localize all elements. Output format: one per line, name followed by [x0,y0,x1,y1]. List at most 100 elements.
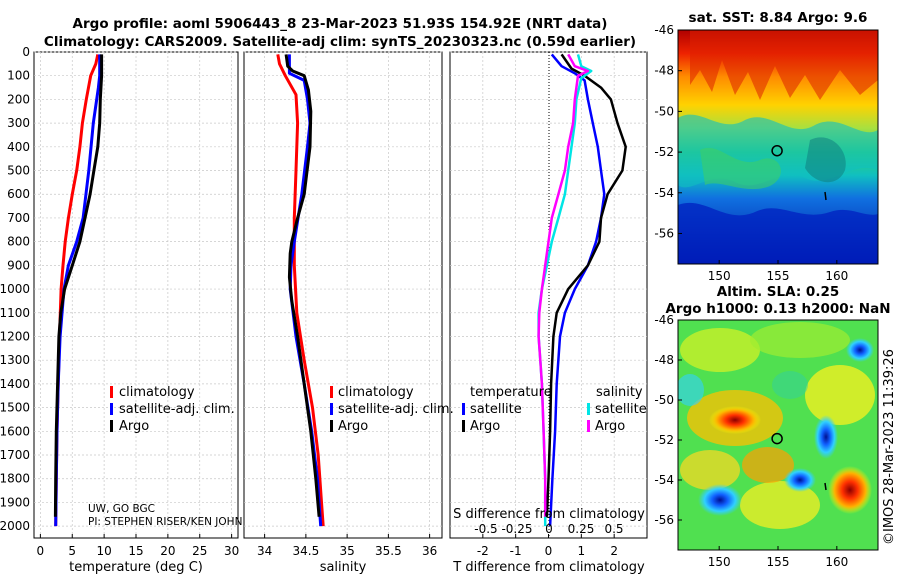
difference-legend: temperature satellite Argo salinity sate… [462,385,647,434]
legend-swatch-argo [110,420,113,432]
legend-label-satellite: satellite-adj. clim. [119,402,235,417]
series-line-t-argo [545,53,627,517]
x-tick-label: 15 [128,544,143,558]
depth-tick-label: 1600 [0,424,30,438]
legend-swatch-climatology [110,386,113,398]
salinity-legend: climatology satellite-adj. clim. Argo [330,385,454,434]
sla-profile-marker [771,432,783,445]
map-x-tick-label: 150 [708,555,731,569]
x-tick-label: 10 [96,544,111,558]
map-x-tick-label: 160 [825,555,848,569]
depth-tick-label: 1900 [0,495,30,509]
sla-map-title-2: Argo h1000: 0.13 h2000: NaN [665,301,890,317]
sst-map [678,30,878,264]
legend-swatch-t-satellite [462,403,465,415]
depth-tick-label: 100 [7,69,30,83]
legend-label-s-argo: Argo [595,419,625,434]
map-y-tick-label: -46 [654,313,674,327]
temperature-legend: climatology satellite-adj. clim. Argo [110,385,235,434]
x-tick-label: 2 [610,544,618,558]
sst-map-ticks: 150 155 160 -46 -48 -50 -52 -54 -56 [654,23,848,283]
series-line-s-argo [537,53,590,517]
salinity-xlabel: salinity [320,560,367,575]
map-x-tick-label: 150 [708,269,731,283]
imos-credit: ©IMOS 28-Mar-2023 11:39:26 [882,349,897,545]
legend-label-climatology: climatology [119,385,195,400]
sst-profile-marker [771,144,783,157]
legend-label-s-satellite: satellite [595,402,647,417]
legend-swatch-climatology [330,386,333,398]
legend-swatch-s-argo [587,420,590,432]
sla-map-title-1: Altim. SLA: 0.25 [717,284,839,300]
pi-credit: PI: STEPHEN RISER/KEN JOHN [88,516,242,528]
sst-map-title: sat. SST: 8.84 Argo: 9.6 [689,10,868,26]
map-y-tick-label: -50 [654,104,674,118]
legend-swatch-t-argo [462,420,465,432]
legend-label-satellite: satellite-adj. clim. [338,402,454,417]
s-tick-label: 0.5 [604,522,623,536]
x-tick-label: 25 [192,544,207,558]
x-tick-label: 30 [224,544,239,558]
x-tick-label: 1 [578,544,586,558]
depth-tick-label: 200 [7,92,30,106]
legend-label-t-satellite: satellite [470,402,522,417]
map-y-tick-label: -52 [654,145,674,159]
sla-map-ticks: 150 155 160 -46 -48 -50 -52 -54 -56 [654,313,848,569]
x-tick-label: 5 [68,544,76,558]
salinity-panel: 34 34.5 35 35.5 36 [243,51,443,558]
sla-float-track [824,482,827,491]
x-tick-label: -1 [510,544,522,558]
series-line-argo [284,54,321,517]
x-tick-label: 34 [257,544,272,558]
legend-label-argo: Argo [338,419,368,434]
depth-tick-label: 900 [7,258,30,272]
depth-tick-label: 1200 [0,329,30,343]
depth-tick-label: 1300 [0,353,30,367]
map-y-tick-label: -54 [654,473,674,487]
sst-float-track [824,191,827,201]
map-x-tick-label: 155 [767,555,790,569]
legend-label-t-argo: Argo [470,419,500,434]
x-tick-label: 35 [339,544,354,558]
salinity-grid [244,51,442,538]
depth-tick-label: 700 [7,211,30,225]
difference-xlabel: T difference from climatology [452,560,645,575]
s-tick-label: -0.25 [501,522,532,536]
temperature-xlabel: temperature (deg C) [69,560,203,575]
legend-swatch-argo [330,420,333,432]
map-x-tick-label: 155 [767,269,790,283]
difference-panel: -2 -1 0 1 2 [449,51,648,558]
depth-tick-label: 1500 [0,401,30,415]
title-line-1: Argo profile: aoml 5906443_8 23-Mar-2023… [73,16,608,32]
x-tick-label: 34.5 [293,544,320,558]
depth-tick-label: 300 [7,116,30,130]
depth-tick-label: 1800 [0,472,30,486]
difference-grid [450,51,647,538]
depth-tick-label: 2000 [0,519,30,533]
map-x-tick-label: 160 [825,269,848,283]
series-line-argo [53,54,104,517]
x-tick-label: 0 [37,544,45,558]
s-tick-label: 0 [545,522,553,536]
depth-tick-label: 400 [7,140,30,154]
s-tick-label: -0.5 [474,522,497,536]
x-tick-label: 35.5 [375,544,402,558]
depth-axis: 0 100 200 300 400 500 600 700 800 900 1000 1100 1200… [0,45,30,533]
map-y-tick-label: -56 [654,226,674,240]
map-y-tick-label: -48 [654,64,674,78]
legend-swatch-satellite [110,403,113,415]
institution-credit: UW, GO BGC [88,503,155,515]
depth-tick-label: 1400 [0,377,30,391]
depth-tick-label: 800 [7,235,30,249]
title-line-2: Climatology: CARS2009. Satellite-adj cli… [44,34,636,50]
map-y-tick-label: -46 [654,23,674,37]
depth-tick-label: 500 [7,164,30,178]
legend-swatch-satellite [330,403,333,415]
depth-tick-label: 600 [7,187,30,201]
depth-tick-label: 1700 [0,448,30,462]
x-tick-label: 36 [422,544,437,558]
x-tick-label: 0 [545,544,553,558]
x-tick-label: 20 [160,544,175,558]
map-y-tick-label: -56 [654,513,674,527]
